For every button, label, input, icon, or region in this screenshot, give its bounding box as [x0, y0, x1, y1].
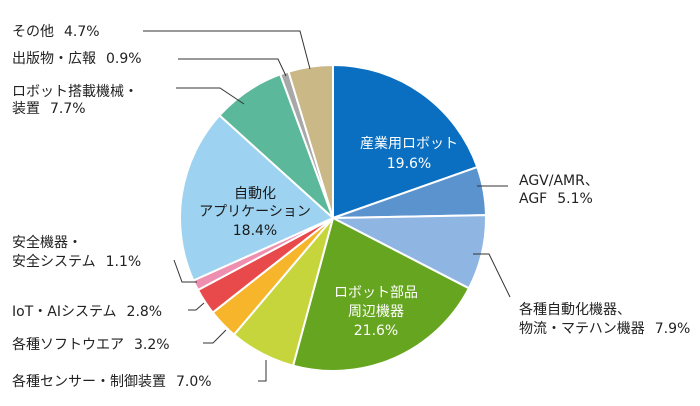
slice-value: 7.0% [176, 374, 212, 390]
slice-value: 0.9% [106, 51, 142, 67]
leader-line [473, 253, 511, 298]
slice-value: 4.7% [64, 24, 100, 40]
pie-slice [287, 64, 334, 219]
slice-label: IoT・AIシステム 2.8% [12, 304, 162, 320]
slice-label: AGF 5.1% [519, 191, 593, 207]
slice-label: 各種センサー・制御装置 7.0% [12, 374, 212, 390]
slice-labels: 産業用ロボット 19.6% AGV/AMR、 AGF 5.1% 各種自動化機器、物流・マテ… [12, 24, 690, 390]
leader-lines [143, 30, 511, 382]
slice-label: AGV/AMR、 [519, 173, 599, 189]
leader-line [176, 87, 245, 105]
slice-label: 21.6% [354, 323, 398, 339]
slice-label: 周辺機器 [348, 304, 404, 320]
pie-slice [292, 217, 470, 372]
slice-value: 3.2% [134, 337, 170, 353]
leader-line [178, 58, 287, 77]
slice-label: 物流・マテハン機器 7.9% [519, 321, 690, 337]
slice-label: ロボット部品 [334, 285, 418, 301]
slice-value: 7.9% [655, 321, 691, 337]
slice-value: 7.7% [50, 101, 86, 117]
slice-label: 各種ソフトウエア 3.2% [12, 337, 170, 353]
slice-value: 1.1% [106, 254, 142, 270]
slice-label: 装置 7.7% [12, 101, 86, 117]
slice-label: アプリケーション [199, 204, 311, 220]
leader-line [143, 30, 311, 70]
slice-label: 自動化 [234, 186, 276, 202]
leader-line [188, 302, 205, 311]
slice-label: 安全システム 1.1% [12, 253, 141, 270]
slice-value: 5.1% [557, 191, 593, 207]
slice-label: 18.4% [233, 223, 277, 239]
slice-label: その他 4.7% [12, 24, 100, 40]
slice-label: ロボット搭載機械・ [12, 84, 138, 100]
pie-slice [179, 114, 334, 282]
slice-label: 各種自動化機器、 [519, 302, 631, 318]
leader-line [203, 329, 227, 344]
leader-line [173, 259, 197, 283]
leader-line [258, 360, 267, 382]
slice-value: 2.8% [127, 304, 163, 320]
slice-label: 出版物・広報 0.9% [12, 51, 142, 67]
slice-label: 安全機器・ [12, 234, 82, 251]
slice-label: 19.6% [387, 156, 431, 172]
slice-label: 産業用ロボット [360, 136, 458, 152]
